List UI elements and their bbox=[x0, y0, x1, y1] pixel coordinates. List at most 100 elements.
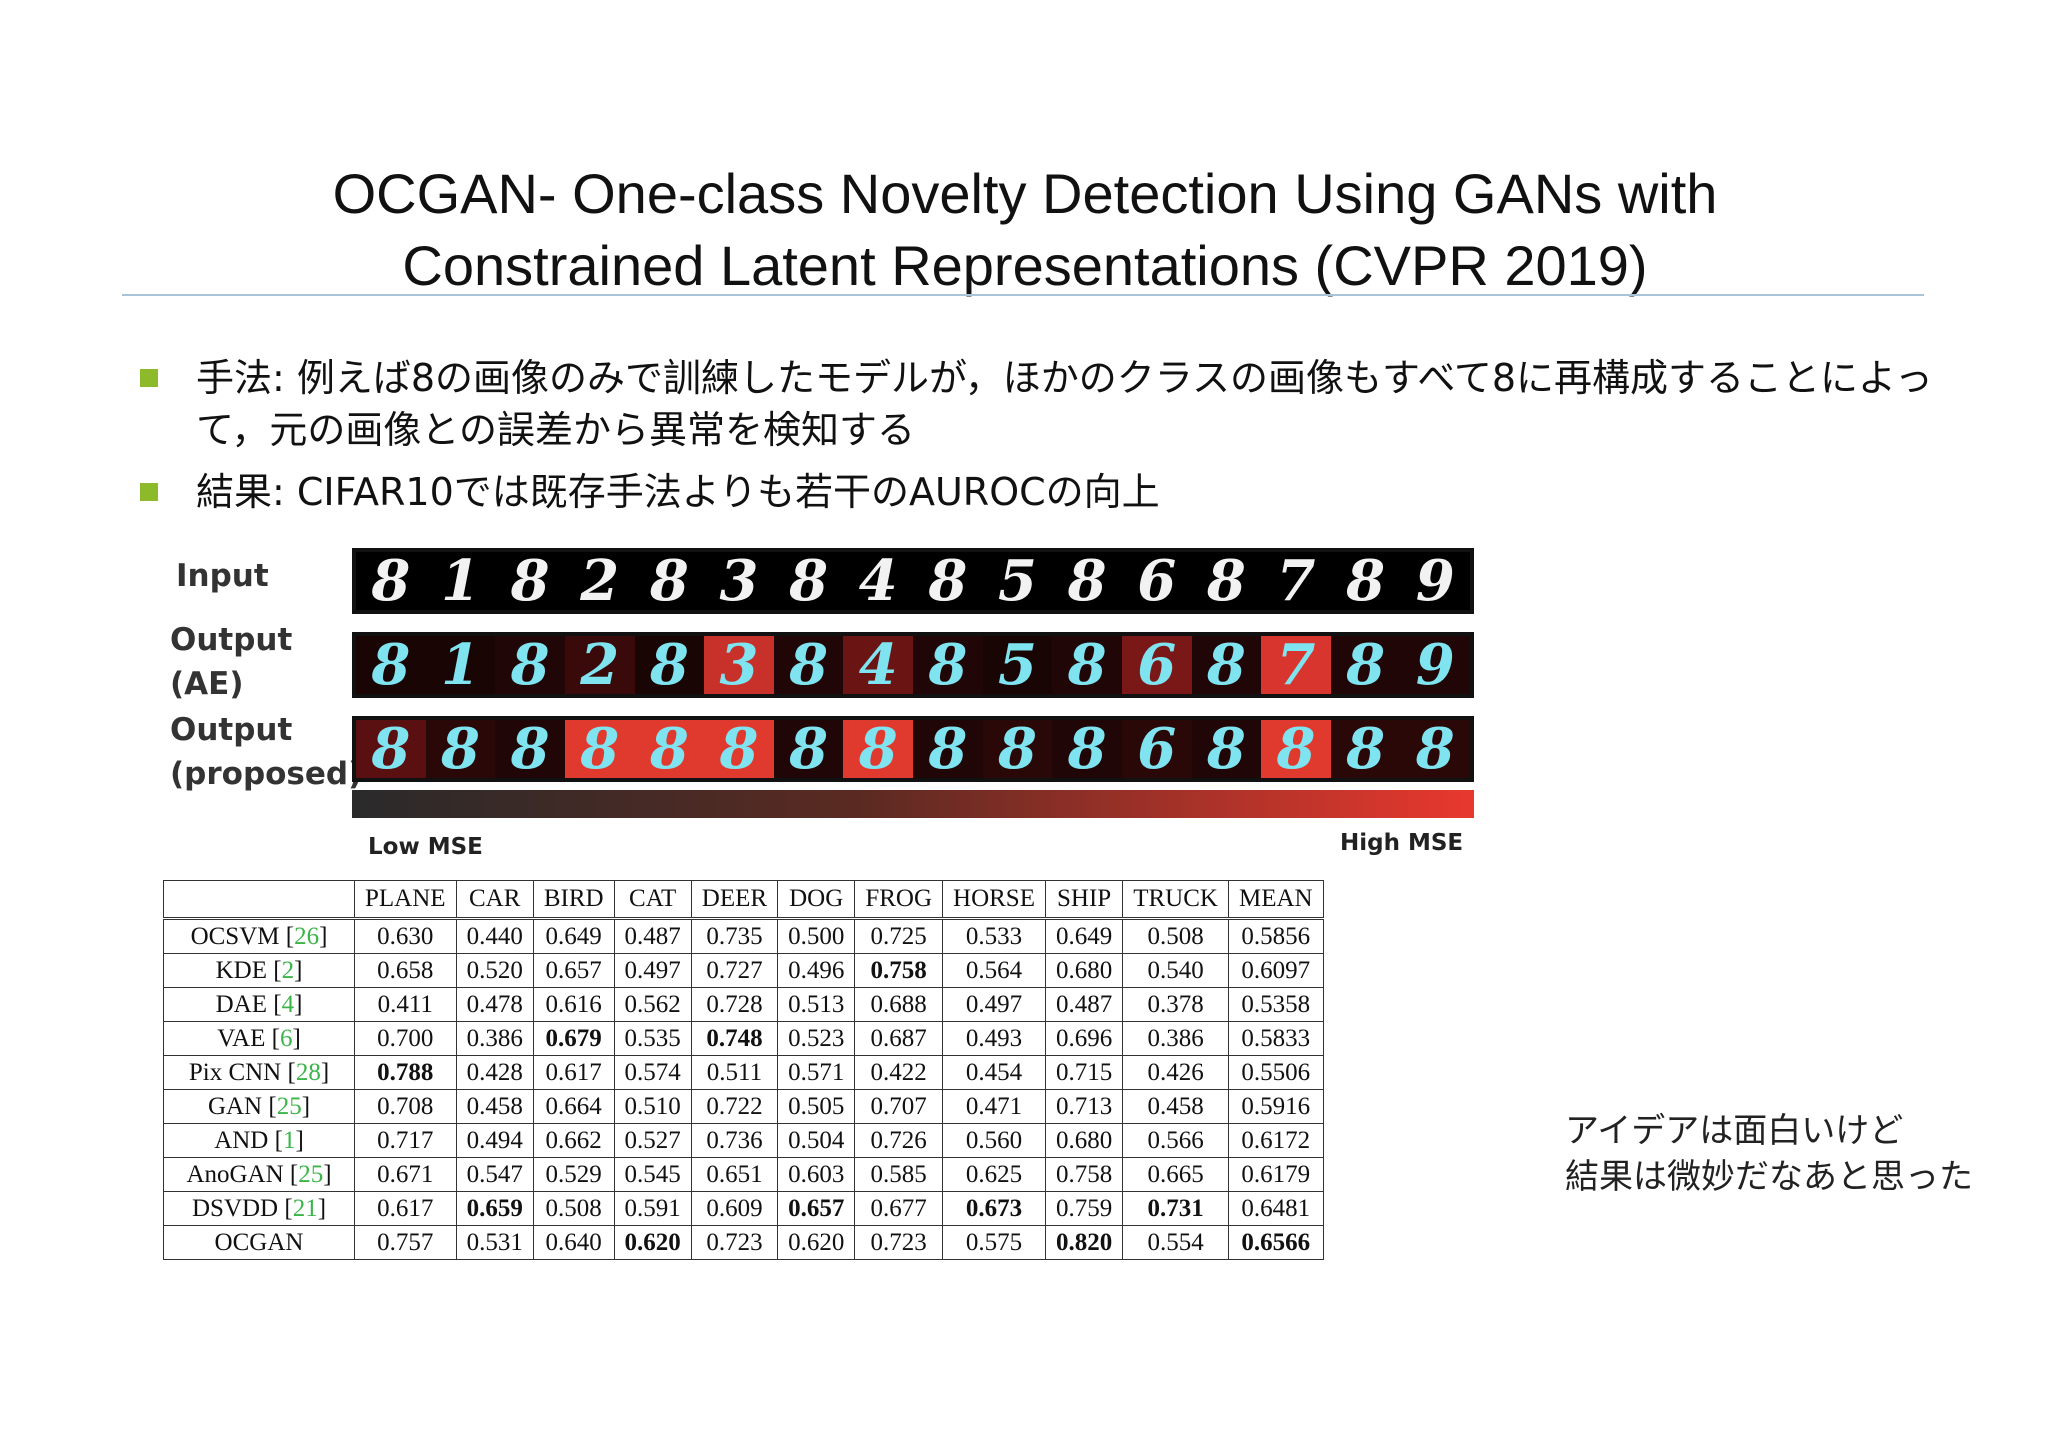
auroc-value: 0.662 bbox=[532, 1123, 615, 1158]
auroc-value: 0.540 bbox=[1122, 953, 1229, 988]
auroc-value: 0.508 bbox=[1122, 918, 1229, 954]
citation-link[interactable]: 2 bbox=[281, 956, 295, 984]
method-name: VAE [6] bbox=[163, 1021, 355, 1056]
digit-cell: 3 bbox=[704, 632, 774, 698]
auroc-value: 0.625 bbox=[942, 1157, 1046, 1192]
label-output-proposed: Output (proposed) bbox=[170, 708, 362, 796]
digit-cell: 8 bbox=[356, 632, 426, 698]
table-row: VAE [6] 0.700 0.386 0.679 0.535 0.748 0.523 0.6… bbox=[163, 1021, 1324, 1056]
bullet-list: 手法: 例えば8の画像のみで訓練したモデルが，ほかのクラスの画像もすべて8に再構… bbox=[138, 352, 1968, 528]
auroc-value: 0.707 bbox=[854, 1089, 944, 1124]
auroc-value: 0.700 bbox=[354, 1021, 457, 1056]
auroc-value: 0.378 bbox=[1122, 987, 1229, 1022]
column-header: PLANE bbox=[354, 880, 457, 920]
citation-link[interactable]: 26 bbox=[294, 922, 320, 950]
auroc-value: 0.523 bbox=[777, 1021, 856, 1056]
method-name: KDE [2] bbox=[163, 953, 355, 988]
auroc-value: 0.478 bbox=[455, 987, 534, 1022]
auroc-value: 0.735 bbox=[690, 918, 779, 954]
auroc-value: 0.620 bbox=[777, 1225, 856, 1260]
auroc-value: 0.6172 bbox=[1227, 1123, 1324, 1158]
auroc-value: 0.513 bbox=[777, 987, 856, 1022]
auroc-value: 0.504 bbox=[777, 1123, 856, 1158]
digit-cell: 8 bbox=[495, 716, 565, 782]
auroc-value: 0.5506 bbox=[1227, 1055, 1324, 1090]
table-header-row: PLANE CAR BIRD CAT DEER DOG FROG HORSE SHIP TRUCK… bbox=[163, 880, 1324, 920]
auroc-value: 0.715 bbox=[1044, 1055, 1124, 1090]
method-name: OCSVM [26] bbox=[163, 918, 355, 954]
bullet-text: 結果: CIFAR10では既存手法よりも若干のAUROCの向上 bbox=[196, 470, 1160, 514]
citation-link[interactable]: 1 bbox=[282, 1126, 296, 1154]
auroc-value: 0.788 bbox=[354, 1055, 457, 1090]
citation-link[interactable]: 25 bbox=[276, 1092, 302, 1120]
auroc-value: 0.671 bbox=[354, 1157, 457, 1192]
digit-cell: 8 bbox=[634, 716, 705, 782]
bullet-result: 結果: CIFAR10では既存手法よりも若干のAUROCの向上 bbox=[138, 466, 1968, 518]
auroc-value: 0.585 bbox=[854, 1157, 944, 1192]
auroc-value: 0.723 bbox=[690, 1225, 779, 1260]
table-row: AND [1] 0.717 0.494 0.662 0.527 0.736 0.504 0.7… bbox=[163, 1123, 1324, 1158]
auroc-value: 0.454 bbox=[942, 1055, 1046, 1090]
auroc-value: 0.458 bbox=[1122, 1089, 1229, 1124]
auroc-value: 0.664 bbox=[532, 1089, 615, 1124]
citation-link[interactable]: 6 bbox=[279, 1024, 293, 1052]
method-name: GAN [25] bbox=[163, 1089, 355, 1124]
digit-cell: 8 bbox=[1346, 548, 1386, 614]
auroc-value: 0.673 bbox=[942, 1191, 1046, 1226]
bullet-method: 手法: 例えば8の画像のみで訓練したモデルが，ほかのクラスの画像もすべて8に再構… bbox=[138, 352, 1968, 456]
table-row: Pix CNN [28] 0.788 0.428 0.617 0.574 0.511 0.5… bbox=[163, 1055, 1324, 1090]
auroc-value: 0.562 bbox=[613, 987, 692, 1022]
auroc-value: 0.696 bbox=[1044, 1021, 1124, 1056]
auroc-value: 0.428 bbox=[455, 1055, 534, 1090]
digit-cell: 7 bbox=[1261, 632, 1331, 698]
auroc-value: 0.571 bbox=[777, 1055, 856, 1090]
table-row: AnoGAN [25] 0.671 0.547 0.529 0.545 0.651 0.60… bbox=[163, 1157, 1324, 1192]
column-header: TRUCK bbox=[1122, 880, 1229, 920]
citation-link[interactable]: 25 bbox=[298, 1160, 324, 1188]
column-header bbox=[163, 880, 355, 920]
digit-cell: 6 bbox=[1121, 632, 1192, 698]
auroc-value: 0.620 bbox=[613, 1225, 692, 1260]
title-line-1: OCGAN- One-class Novelty Detection Using… bbox=[332, 162, 1718, 225]
auroc-value: 0.6179 bbox=[1227, 1157, 1324, 1192]
auroc-value: 0.527 bbox=[613, 1123, 692, 1158]
auroc-value: 0.6566 bbox=[1227, 1225, 1324, 1260]
table-row: KDE [2] 0.658 0.520 0.657 0.497 0.727 0.496 0.7… bbox=[163, 953, 1324, 988]
digit-cell: 8 bbox=[1052, 716, 1122, 782]
citation-link[interactable]: 4 bbox=[281, 990, 295, 1018]
digit-cell: 4 bbox=[843, 632, 913, 698]
column-header: MEAN bbox=[1227, 880, 1324, 920]
table-row: OCGAN 0.757 0.531 0.640 0.620 0.723 0.620 0.723… bbox=[163, 1225, 1324, 1260]
label-input: Input bbox=[176, 558, 269, 594]
auroc-value: 0.493 bbox=[942, 1021, 1046, 1056]
auroc-value: 0.688 bbox=[854, 987, 944, 1022]
column-header: CAR bbox=[455, 880, 534, 920]
auroc-value: 0.500 bbox=[777, 918, 856, 954]
auroc-value: 0.658 bbox=[354, 953, 457, 988]
citation-link[interactable]: 21 bbox=[292, 1194, 318, 1222]
auroc-value: 0.497 bbox=[613, 953, 692, 988]
auroc-value: 0.731 bbox=[1122, 1191, 1229, 1226]
auroc-value: 0.680 bbox=[1044, 1123, 1124, 1158]
auroc-value: 0.657 bbox=[777, 1191, 856, 1226]
auroc-value: 0.505 bbox=[777, 1089, 856, 1124]
column-header: CAT bbox=[613, 880, 692, 920]
auroc-value: 0.5358 bbox=[1227, 987, 1324, 1022]
low-mse-label: Low MSE bbox=[368, 834, 483, 860]
auroc-value: 0.728 bbox=[690, 987, 779, 1022]
auroc-value: 0.603 bbox=[777, 1157, 856, 1192]
auroc-value: 0.591 bbox=[613, 1191, 692, 1226]
bullet-square-icon bbox=[140, 483, 158, 501]
digit-cell: 8 bbox=[1206, 548, 1246, 614]
citation-link[interactable]: 28 bbox=[295, 1058, 321, 1086]
comment-note: アイデアは面白いけど 結果は微妙だなあと思った bbox=[1565, 1108, 1973, 1200]
method-name: Pix CNN [28] bbox=[163, 1055, 355, 1090]
digit-cell: 8 bbox=[913, 716, 983, 782]
label-output-proposed-line2: (proposed) bbox=[170, 756, 363, 792]
digit-cell: 4 bbox=[858, 548, 898, 614]
digit-cell: 8 bbox=[634, 632, 705, 698]
bullet-square-icon bbox=[140, 369, 158, 387]
